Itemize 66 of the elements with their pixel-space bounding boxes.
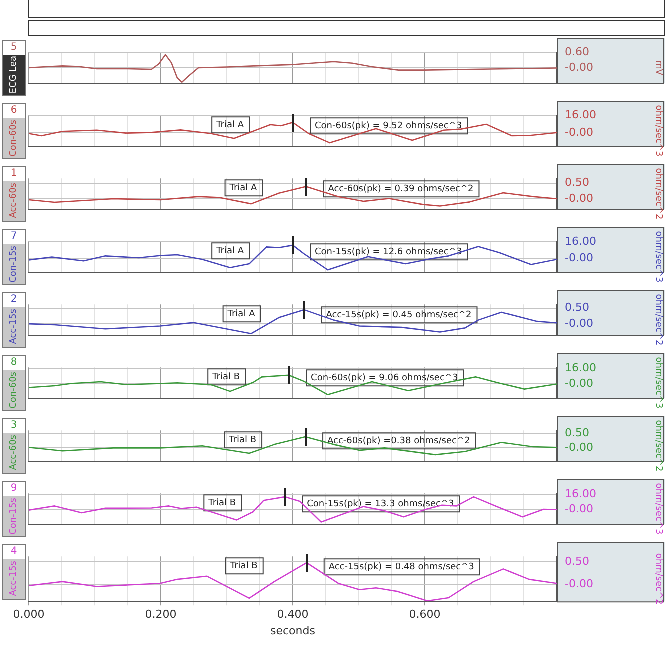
chart-title: 2 <box>10 293 18 307</box>
annotation: Trial A <box>226 309 256 320</box>
chart-title: 9 <box>10 482 18 496</box>
y-tick-label: 0.50 <box>565 301 590 314</box>
text: Acc-60s <box>9 183 19 219</box>
chart-title: 3 <box>10 419 18 433</box>
y-axis-title: ohm/sec^3 <box>653 231 664 283</box>
y-tick-label: -0.00 <box>565 60 594 74</box>
chart-title: 4 <box>10 545 18 559</box>
y-tick-label: -0.00 <box>565 192 594 205</box>
y-tick-label: 16.00 <box>565 108 596 122</box>
y-tick-label: 0.60 <box>565 45 590 58</box>
text: Con-15s <box>9 498 19 534</box>
y-axis-title: ohm/sec^2 <box>653 420 664 472</box>
annotation: Trial B <box>208 498 236 508</box>
annotation: Trial A <box>228 183 258 194</box>
x-axis-title: seconds <box>270 624 316 638</box>
y-tick-label: 16.00 <box>565 234 596 248</box>
y-tick-label: -0.00 <box>565 126 594 139</box>
y-axis-title: mV <box>653 60 664 76</box>
annotation: Acc-60s(pk) =0.38 ohms/sec^2 <box>328 436 470 446</box>
text: Con-60s <box>9 120 19 156</box>
chart-title: 6 <box>10 104 18 118</box>
text: Acc-15s <box>9 561 19 597</box>
annotation: Acc-15s(pk) = 0.45 ohms/sec^2 <box>326 310 472 320</box>
annotation: Trial A <box>216 246 245 256</box>
chart-title: 7 <box>10 230 18 244</box>
annotation: Con-15s(pk) = 12.6 ohms/sec^3 <box>315 247 462 258</box>
annotation: Trial A <box>216 120 245 130</box>
y-tick-label: 0.50 <box>565 176 590 190</box>
y-axis-title: ohm/sec^3 <box>653 105 664 157</box>
y-tick-label: 0.50 <box>565 426 590 440</box>
annotation: Acc-60s(pk) = 0.39 ohms/sec^2 <box>328 184 474 194</box>
chart-title: 8 <box>10 356 18 370</box>
y-axis-title: ohm/sec^2 <box>653 553 664 605</box>
y-axis-title: ohm/sec^2 <box>653 294 664 346</box>
y-tick-label: 0.50 <box>565 554 590 568</box>
y-axis-title: ohm/sec^3 <box>653 357 664 409</box>
annotation: Trial B <box>228 435 257 446</box>
x-tick-label: 0.400 <box>277 608 309 622</box>
y-tick-label: -0.00 <box>565 577 594 590</box>
chart-title: 1 <box>10 167 18 181</box>
text: ECG Lea <box>9 56 19 94</box>
x-tick-label: 0.000 <box>13 608 45 622</box>
y-axis-title: ohm/sec^3 <box>653 483 664 535</box>
annotation: Trial B <box>229 561 258 572</box>
text: Acc-15s <box>9 309 19 345</box>
annotation: Trial B <box>212 372 240 382</box>
y-tick-label: -0.00 <box>565 441 594 454</box>
y-tick-label: -0.00 <box>565 377 594 390</box>
y-axis-title: ohm/sec^2 <box>653 168 664 220</box>
text: Acc-60s <box>9 435 19 471</box>
x-tick-label: 0.200 <box>145 608 177 622</box>
annotation: Con-15s(pk) = 13.3 ohms/sec^3 <box>307 499 454 510</box>
annotation: Con-60s(pk) = 9.52 ohms/sec^3 <box>315 121 462 132</box>
text: Con-15s <box>9 246 19 282</box>
annotation: Acc-15s(pk) = 0.48 ohms/sec^3 <box>328 562 474 572</box>
y-tick-label: 16.00 <box>565 487 596 500</box>
y-tick-label: -0.00 <box>565 502 594 516</box>
y-tick-label: 16.00 <box>565 361 596 374</box>
x-tick-label: 0.600 <box>409 608 441 622</box>
chart-title: 5 <box>10 41 18 55</box>
annotation: Con-60s(pk) = 9.06 ohms/sec^3 <box>311 373 458 384</box>
text: Con-60s <box>9 372 19 408</box>
y-tick-label: -0.00 <box>565 316 594 330</box>
y-tick-label: -0.00 <box>565 251 594 264</box>
